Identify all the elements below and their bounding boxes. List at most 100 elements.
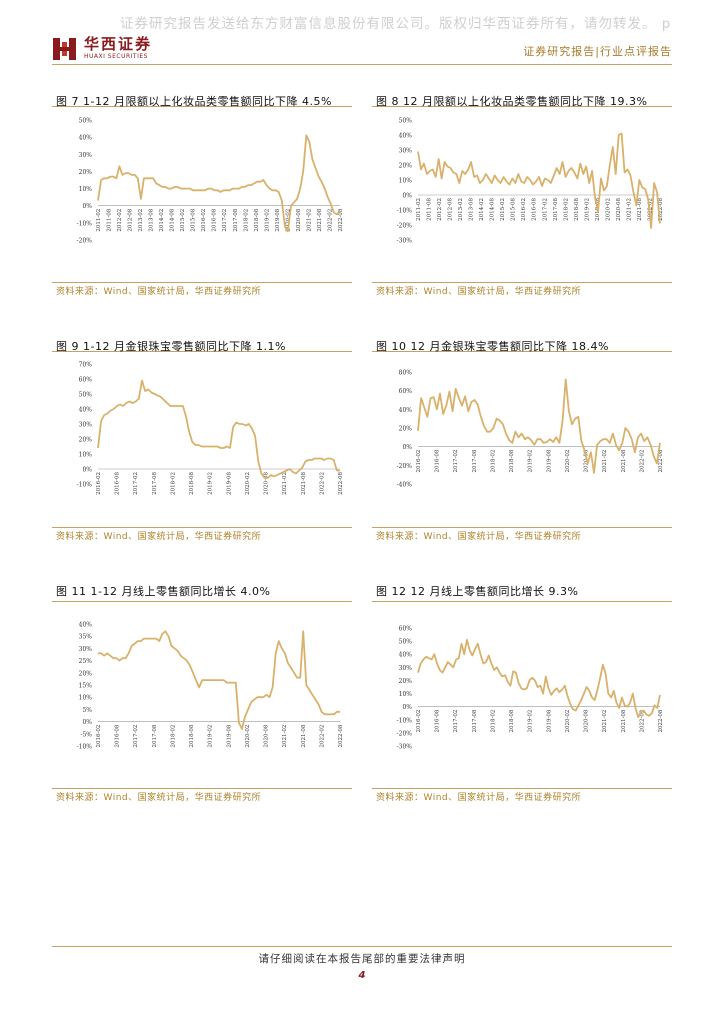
title-rule (52, 601, 352, 602)
x-tick-label: 2015-08 (191, 208, 197, 231)
x-tick-label: 2019-08 (275, 208, 281, 231)
x-tick-label: 2020-08 (264, 472, 270, 495)
y-tick-label: -10% (397, 208, 413, 215)
huaxi-logo-icon (53, 38, 76, 60)
x-tick-label: 2013-02 (138, 209, 144, 232)
series-line (97, 134, 341, 233)
series-line (417, 132, 661, 229)
source-note: 资料来源：Wind、国家统计局，华西证券研究所 (56, 287, 262, 297)
x-tick-label: 2014-08 (490, 198, 496, 221)
watermark: 证券研究报告发送给东方财富信息股份有限公司。版权归华西证券所有，请勿转发。 p (120, 16, 672, 32)
x-tick-label: 2016-08 (532, 198, 538, 221)
y-tick-label: 0% (402, 193, 412, 200)
y-tick-label: 20% (79, 670, 93, 677)
x-tick-label: 2017-08 (152, 472, 158, 495)
y-tick-label: 0% (402, 444, 412, 451)
y-tick-label: -30% (397, 744, 413, 751)
chart-svg: 80% 60% 40% 20% 0% -20% -40% 2016-02 2016-08 2017… (397, 370, 664, 489)
y-tick-label: -20% (397, 223, 413, 230)
x-tick-label: 2019-02 (528, 710, 534, 733)
x-tick-label: 2017-02 (542, 198, 548, 221)
line-chart: 50% 40% 30% 20% 10% 0% -10% -20% -30% 2011-02 2011… (372, 112, 672, 280)
x-tick-label: 2022-02 (647, 198, 653, 221)
x-tick-label: 2016-08 (212, 208, 218, 231)
y-tick-label: 40% (79, 407, 93, 414)
y-tick-label: 30% (79, 646, 93, 653)
series-line (98, 630, 340, 730)
x-tick-label: 2019-02 (584, 198, 590, 221)
x-tick-label: 2019-08 (226, 724, 232, 747)
x-tick-label: 2017-02 (133, 725, 139, 748)
y-tick-label: 5% (82, 707, 92, 714)
header-rule (52, 64, 672, 65)
source-note: 资料来源：Wind、国家统计局，华西证券研究所 (56, 532, 262, 542)
x-tick-label: 2018-08 (189, 724, 195, 747)
x-tick-label: 2022-02 (319, 472, 325, 495)
x-tick-label: 2011-02 (416, 198, 422, 221)
x-tick-label: 2011-08 (427, 198, 433, 221)
source-rule (52, 788, 352, 789)
x-tick-label: 2022-02 (639, 710, 645, 733)
y-tick-label: 25% (79, 658, 93, 665)
line-chart: 80% 60% 40% 20% 0% -20% -40% 2016-02 2016-08 2017… (372, 364, 672, 524)
chart-svg: 50% 40% 30% 20% 10% 0% -10% -20%2011-02 2011-08 2… (77, 118, 344, 245)
chart-svg: 40% 35% 30% 25% 20% 15% 10% 5% 0% -5% -10% 2016-02 2… (77, 622, 344, 751)
y-tick-label: 10% (399, 178, 413, 185)
x-tick-label: 2020-02 (565, 450, 571, 473)
x-tick-label: 2019-02 (208, 472, 214, 495)
x-tick-label: 2020-08 (616, 198, 622, 221)
y-tick-label: -10% (77, 220, 93, 227)
title-rule (52, 351, 352, 352)
x-tick-label: 2015-02 (500, 198, 506, 221)
x-tick-label: 2014-08 (170, 208, 176, 231)
y-tick-label: 80% (399, 370, 413, 377)
title-rule (372, 601, 672, 602)
x-tick-label: 2020-02 (245, 472, 251, 495)
source-rule (52, 527, 352, 528)
y-tick-label: 60% (79, 377, 93, 384)
x-tick-label: 2020-02 (245, 725, 251, 748)
x-tick-label: 2017-08 (472, 709, 478, 732)
x-tick-label: 2013-02 (458, 198, 464, 221)
y-tick-label: 50% (79, 118, 93, 125)
x-tick-label: 2016-02 (416, 710, 422, 733)
y-tick-label: 40% (399, 652, 413, 659)
brand-name-en: HUAXI SECURITIES (84, 53, 148, 60)
y-tick-label: 20% (399, 426, 413, 433)
x-tick-label: 2017-02 (222, 209, 228, 232)
x-tick-label: 2018-02 (490, 450, 496, 473)
x-tick-label: 2021-08 (317, 208, 323, 231)
y-tick-label: -20% (77, 238, 93, 245)
source-rule (372, 527, 672, 528)
y-tick-label: 10% (79, 186, 93, 193)
legal-disclaimer: 请仔细阅读在本报告尾部的重要法律声明 (258, 953, 466, 965)
y-tick-label: 40% (399, 133, 413, 140)
x-tick-label: 2020-02 (605, 198, 611, 221)
x-tick-label: 2022-08 (658, 449, 664, 472)
x-tick-label: 2019-08 (546, 449, 552, 472)
y-tick-label: 30% (399, 148, 413, 155)
x-tick-label: 2017-08 (152, 724, 158, 747)
x-tick-label: 2017-08 (233, 208, 239, 231)
line-chart: 40% 35% 30% 25% 20% 15% 10% 5% 0% -5% -10% 2016-02 2… (52, 616, 352, 786)
brand-name-cn: 华西证券 (84, 35, 153, 53)
y-tick-label: 10% (399, 691, 413, 698)
x-tick-label: 2020-08 (296, 208, 302, 231)
x-tick-label: 2012-08 (128, 208, 134, 231)
x-tick-label: 2018-02 (170, 472, 176, 495)
x-tick-label: 2022-02 (319, 725, 325, 748)
y-tick-label: 60% (399, 388, 413, 395)
x-tick-label: 2019-02 (208, 725, 214, 748)
y-tick-label: 20% (79, 437, 93, 444)
y-tick-label: 20% (399, 163, 413, 170)
y-tick-label: 0% (82, 203, 92, 210)
y-tick-label: -10% (397, 717, 413, 724)
figure-title: 图 9 1-12 月金银珠宝零售额同比下降 1.1% (56, 340, 286, 353)
x-tick-label: 2018-02 (563, 198, 569, 221)
y-tick-label: 40% (79, 135, 93, 142)
y-tick-label: 40% (79, 622, 93, 629)
x-tick-label: 2018-08 (574, 198, 580, 221)
x-tick-label: 2018-08 (189, 472, 195, 495)
y-tick-label: 60% (399, 626, 413, 633)
y-tick-label: -20% (397, 463, 413, 470)
